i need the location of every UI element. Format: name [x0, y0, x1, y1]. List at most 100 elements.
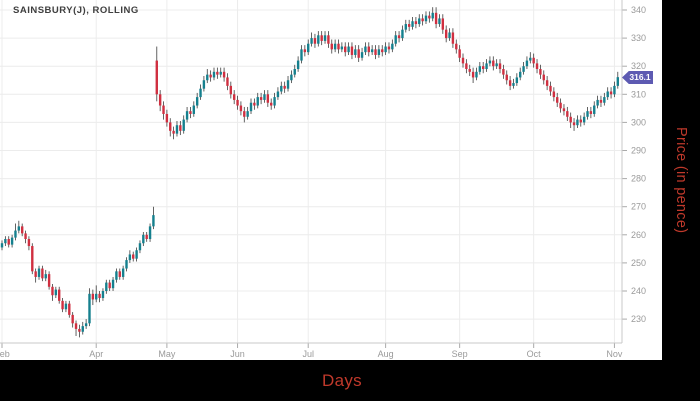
candle-body	[556, 97, 559, 103]
y-tick-label: 270	[631, 202, 646, 212]
candle-body	[613, 85, 616, 95]
y-tick-label: 290	[631, 146, 646, 156]
candle-body	[280, 85, 283, 92]
candle-body	[367, 46, 370, 53]
candle-body	[172, 130, 175, 134]
candle-body	[14, 230, 17, 238]
x-axis-title: Days	[322, 370, 362, 390]
candle-body	[259, 97, 263, 100]
candle-body	[394, 35, 397, 44]
candle-body	[512, 83, 515, 86]
candle-body	[347, 46, 350, 53]
candle-body	[603, 97, 606, 103]
candle-body	[192, 105, 196, 114]
chart-title: SAINSBURY(J), ROLLING	[13, 5, 139, 16]
x-tick-label: Aug	[378, 349, 394, 359]
candle-body	[421, 18, 424, 22]
candle-body	[404, 24, 407, 30]
candle-body	[370, 49, 374, 53]
candle-body	[525, 60, 529, 67]
candle-body	[101, 291, 105, 299]
candle-body	[576, 119, 579, 126]
candle-body	[360, 52, 364, 58]
candle-body	[209, 74, 212, 78]
candle-body	[381, 49, 384, 53]
candle-body	[239, 105, 243, 112]
chart-plot-area[interactable]: 340 330 320 310 300 290 280 270 260 250 240 230 Feb A…	[0, 0, 662, 360]
x-tick-label: May	[158, 349, 176, 359]
candle-body	[542, 74, 545, 81]
candle-body	[586, 111, 589, 117]
y-tick-label: 280	[631, 174, 646, 184]
candle-body	[414, 21, 418, 25]
candle-body	[27, 239, 31, 247]
candle-body	[606, 91, 609, 98]
candle-body	[58, 289, 61, 301]
candle-body	[589, 111, 593, 114]
candle-body	[125, 260, 128, 269]
x-tick-label: Feb	[0, 349, 10, 359]
candle-body	[313, 38, 317, 44]
candle-body	[115, 271, 118, 280]
candle-body	[266, 94, 270, 103]
y-tick-label: 250	[631, 258, 646, 268]
candle-body	[407, 24, 411, 27]
candle-body	[34, 271, 37, 277]
candle-body	[495, 63, 498, 67]
candle-body	[78, 328, 81, 332]
candle-body	[273, 97, 276, 106]
candle-body	[71, 314, 74, 324]
candle-body	[199, 88, 202, 98]
candle-body	[539, 69, 542, 75]
candle-body	[293, 69, 296, 75]
candle-body	[51, 286, 54, 296]
x-tick-label: Oct	[527, 349, 542, 359]
y-tick-label: 260	[631, 230, 646, 240]
y-tick-label: 240	[631, 286, 646, 296]
candle-body	[148, 226, 152, 240]
candle-body	[37, 268, 41, 277]
candle-body	[323, 35, 327, 41]
candle-body	[68, 303, 71, 315]
candle-body	[95, 293, 98, 300]
candle-body	[377, 49, 381, 55]
candle-body	[579, 119, 582, 123]
candle-body	[84, 323, 88, 327]
candle-body	[253, 102, 256, 106]
candle-body	[354, 49, 357, 55]
candle-body	[320, 35, 323, 41]
candle-body	[222, 71, 226, 78]
candle-body	[330, 43, 333, 50]
candle-body	[471, 71, 475, 78]
candle-body	[47, 274, 51, 287]
y-tick-label: 320	[631, 61, 646, 71]
candle-body	[364, 46, 367, 53]
candle-body	[357, 49, 360, 58]
x-tick-label: Sep	[452, 349, 468, 359]
candle-body	[4, 239, 7, 244]
candle-body	[256, 97, 259, 106]
candle-body	[105, 282, 108, 291]
candle-body	[64, 303, 68, 310]
candle-body	[202, 80, 206, 89]
candle-body	[44, 274, 47, 279]
candle-body	[276, 91, 280, 98]
candle-body	[307, 43, 310, 53]
x-tick-label: Nov	[606, 349, 623, 359]
candle-body	[286, 80, 290, 89]
candle-body	[229, 85, 233, 95]
candle-body	[387, 46, 391, 50]
candle-body	[434, 12, 438, 25]
candle-body	[569, 116, 572, 123]
candle-body	[572, 122, 576, 126]
candle-body	[344, 46, 347, 53]
candle-body	[169, 122, 172, 131]
candle-body	[498, 63, 502, 70]
candle-body	[7, 239, 10, 245]
candle-body	[226, 77, 229, 86]
candle-body	[74, 323, 78, 329]
candle-body	[519, 71, 522, 78]
candle-body	[397, 35, 401, 39]
candle-body	[485, 63, 488, 70]
